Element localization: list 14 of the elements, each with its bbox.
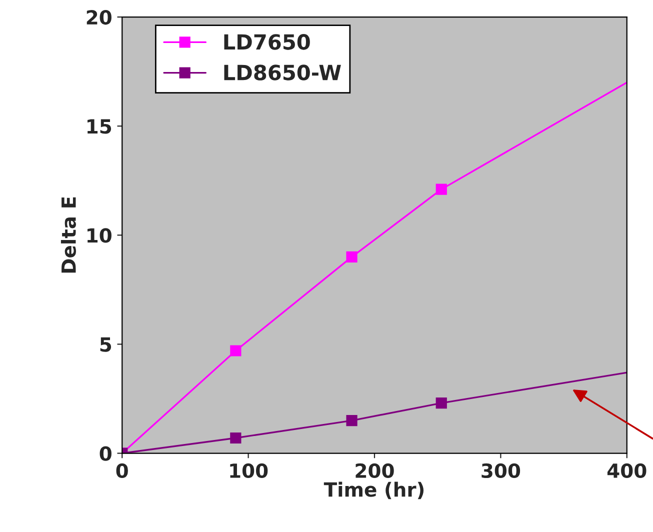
x-tick-label: 300	[482, 463, 520, 478]
y-tick-label: 20	[86, 10, 112, 25]
legend-label: LD8650-W	[224, 64, 341, 80]
y-tick-label: 0	[100, 446, 112, 461]
x-tick-label: 0	[116, 463, 128, 478]
legend-label: LD7650	[224, 34, 310, 50]
y-tick-label: 5	[100, 337, 112, 352]
x-tick-label: 100	[230, 463, 268, 478]
x-tick-label: 200	[356, 463, 394, 478]
x-axis-title: Time (hr)	[324, 482, 424, 500]
y-axis-title: Delta E	[60, 197, 76, 273]
y-tick-label: 15	[88, 119, 112, 134]
x-tick-label: 400	[607, 463, 646, 478]
y-tick-label: 10	[88, 228, 112, 243]
